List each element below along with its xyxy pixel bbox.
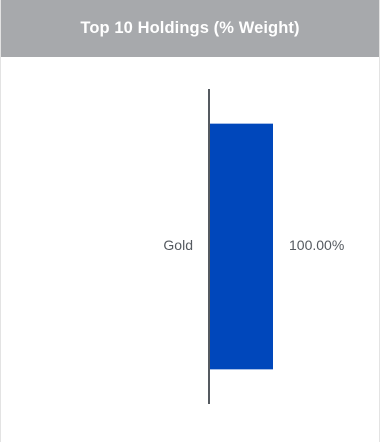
category-label: Gold [163,237,193,253]
widget-title: Top 10 Holdings (% Weight) [80,19,300,37]
holdings-bar-chart: Gold 100.00% [163,89,344,404]
bar-gold [209,123,273,370]
widget-header: Top 10 Holdings (% Weight) [1,0,379,57]
value-label: 100.00% [289,237,344,253]
